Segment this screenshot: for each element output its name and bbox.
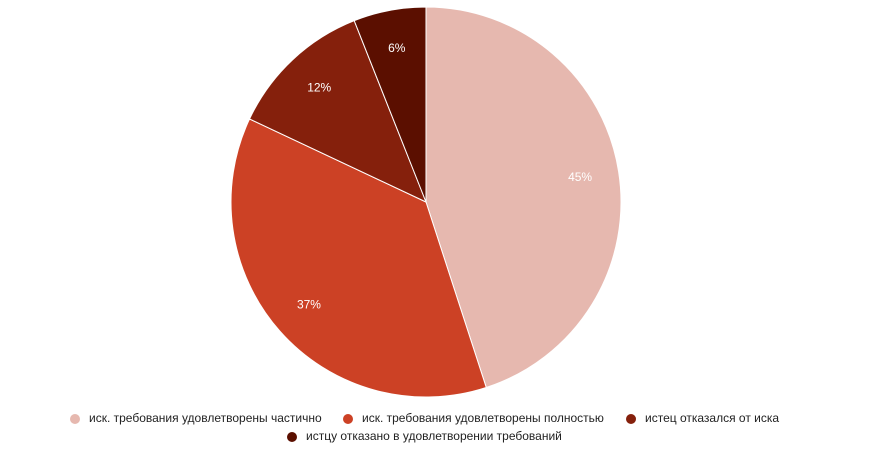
legend-label: иск. требования удовлетворены частично (89, 411, 322, 425)
pie-slice (248, 20, 427, 203)
legend-marker (287, 432, 297, 442)
data-label: 45% (568, 170, 592, 184)
pie-slice (353, 6, 427, 203)
legend-label: истец отказался от иска (645, 411, 779, 425)
legend-label: истцу отказано в удовлетворении требован… (306, 429, 562, 443)
pie-slice (425, 6, 622, 389)
legend-label: иск. требования удовлетворены полностью (362, 411, 604, 425)
legend-marker (70, 414, 80, 424)
data-label: 12% (307, 80, 331, 94)
legend-marker (626, 414, 636, 424)
legend-marker (343, 414, 353, 424)
data-label: 6% (388, 41, 406, 55)
data-label: 37% (297, 297, 321, 311)
pie-slice (230, 118, 487, 398)
